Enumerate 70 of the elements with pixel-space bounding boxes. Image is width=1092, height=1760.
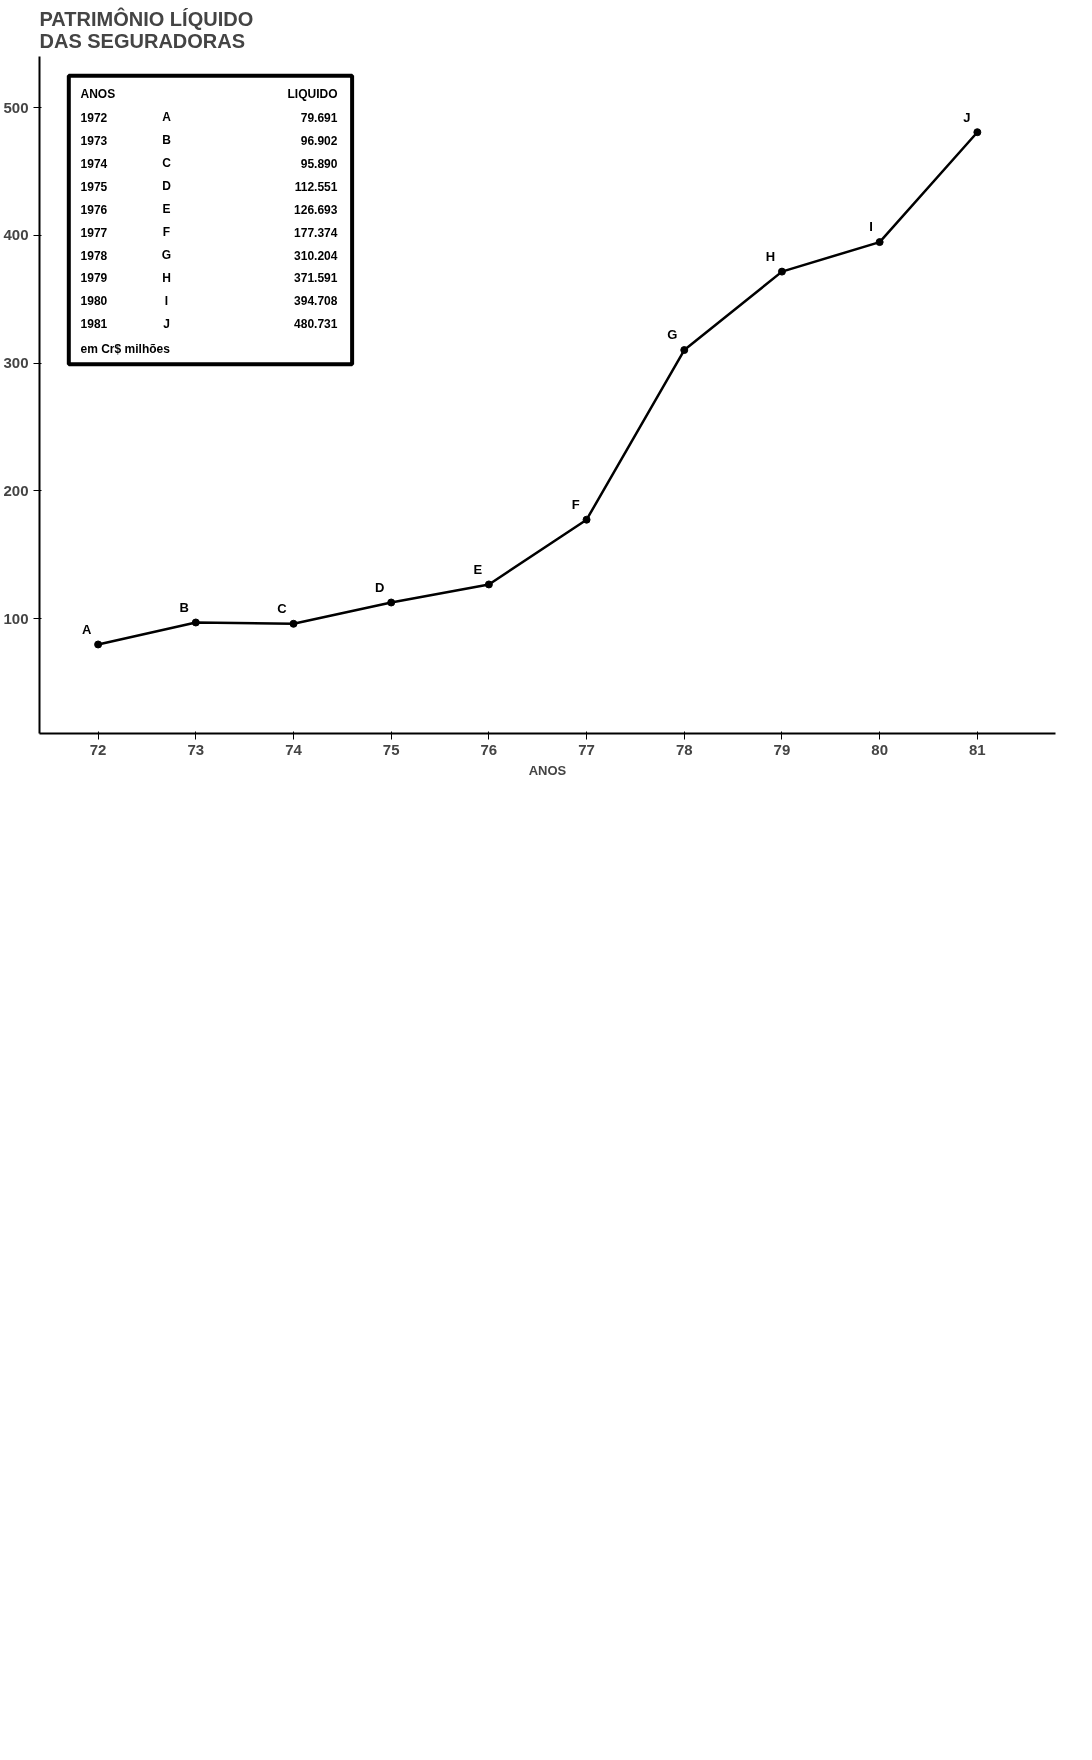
- x-axis-title: ANOS: [528, 762, 567, 778]
- point: [387, 598, 396, 607]
- point: [582, 515, 591, 524]
- text: B: [162, 133, 171, 148]
- annotation: 1979: [80, 271, 108, 286]
- annotation: 1976: [80, 202, 108, 217]
- annotation: 112.551: [294, 179, 338, 194]
- x-tick-label: 79: [773, 740, 791, 758]
- annotation: 95.890: [300, 156, 338, 171]
- text: H: [162, 270, 171, 285]
- annotation: D: [374, 579, 385, 595]
- point: [484, 580, 493, 589]
- y-tick-label: 100: [3, 609, 29, 627]
- annotation: 394.708: [294, 294, 338, 309]
- annotation: E: [473, 561, 483, 577]
- annotation: B: [179, 599, 189, 615]
- annotation: H: [765, 248, 776, 264]
- x-tick-label: 81: [969, 740, 986, 758]
- text: J: [163, 316, 170, 331]
- y-tick-label: 300: [3, 354, 29, 372]
- text: I: [164, 293, 169, 308]
- annotation: LIQUIDO: [287, 87, 338, 102]
- annotation: I: [869, 219, 873, 235]
- x-tick-label: 73: [187, 740, 205, 758]
- annotation: 96.902: [300, 133, 338, 148]
- annotation: 1975: [80, 179, 108, 194]
- point: [289, 619, 298, 628]
- point: [94, 640, 103, 649]
- text: G: [161, 248, 172, 262]
- x-tick-label: 74: [285, 740, 303, 758]
- annotation: 1978: [80, 248, 108, 263]
- annotation: 310.204: [294, 248, 338, 263]
- annotation: 480.731: [294, 317, 338, 332]
- annotation: 1974: [80, 156, 108, 171]
- annotation: A: [81, 621, 92, 637]
- point: [191, 618, 200, 627]
- text: C: [162, 156, 171, 171]
- point: [973, 128, 982, 137]
- text: D: [162, 179, 171, 194]
- x-tick-label: 76: [480, 740, 498, 758]
- point: [777, 267, 786, 276]
- annotation: 371.591: [294, 271, 338, 286]
- x-tick-label: 72: [89, 740, 107, 758]
- annotation: 1980: [80, 294, 108, 309]
- y-tick-label: 200: [3, 481, 29, 499]
- x-tick-label: 80: [871, 740, 888, 758]
- text: A: [162, 110, 171, 125]
- point: [875, 238, 884, 247]
- point: [680, 346, 689, 355]
- annotation: 1981: [80, 317, 108, 332]
- y-tick-label: 500: [3, 98, 29, 116]
- annotation: 1972: [80, 110, 108, 125]
- x-tick-label: 78: [675, 740, 693, 758]
- chart-title: PATRIMÔNIO LÍQUIDO DAS SEGURADORAS: [39, 6, 254, 52]
- x-tick-label: 77: [578, 740, 595, 758]
- annotation: 177.374: [294, 225, 338, 240]
- annotation: G: [667, 327, 678, 343]
- annotation: F: [571, 497, 580, 513]
- annotation: em Cr$ milhões: [80, 342, 171, 357]
- text: F: [162, 225, 171, 240]
- annotation: 1977: [80, 225, 108, 240]
- annotation: 79.691: [300, 110, 338, 125]
- annotation: J: [963, 109, 971, 125]
- annotation: ANOS: [80, 87, 116, 102]
- annotation: 1973: [80, 133, 108, 148]
- annotation: C: [277, 601, 288, 617]
- annotation: 126.693: [294, 202, 338, 217]
- x-tick-label: 75: [382, 740, 400, 758]
- text: E: [162, 202, 171, 217]
- y-tick-label: 400: [3, 226, 29, 244]
